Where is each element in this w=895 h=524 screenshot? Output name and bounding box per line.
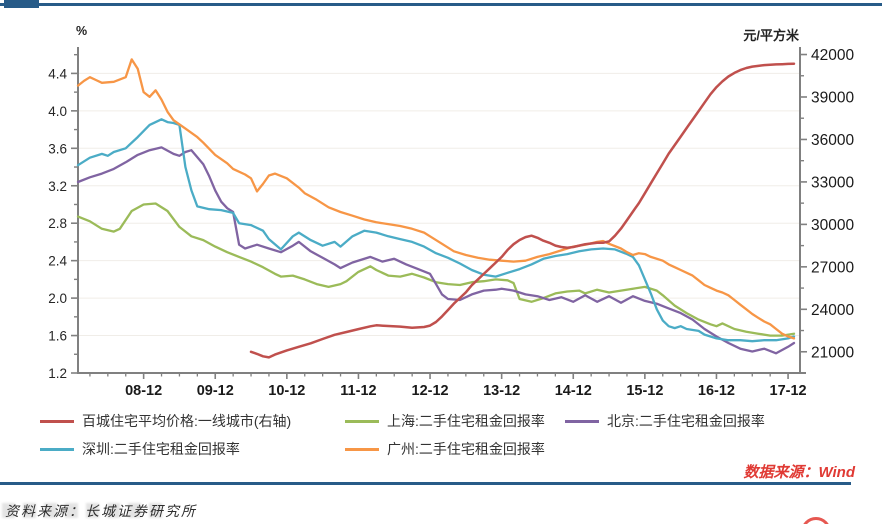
svg-text:24000: 24000 [811,302,854,319]
legend-item: 深圳:二手住宅租金回报率 [40,439,345,459]
data-source-credit: 数据来源：Wind [743,464,855,481]
svg-text:3.6: 3.6 [48,141,67,156]
left-axis-unit-label: % [76,24,88,38]
svg-text:11-12: 11-12 [340,383,376,399]
svg-text:1.6: 1.6 [48,329,67,344]
svg-text:27000: 27000 [811,259,854,276]
svg-text:13-12: 13-12 [483,383,520,399]
svg-text:1.2: 1.2 [48,366,67,381]
watermark [2,503,162,518]
svg-text:12-12: 12-12 [412,383,449,399]
legend-swatch [345,419,379,423]
bottom-separator [0,482,851,485]
legend-item-label: 北京:二手住宅租金回报率 [607,413,765,429]
legend: 百城住宅平均价格:一线城市(右轴) 上海:二手住宅租金回报率 北京:二手住宅租金回报… [40,411,870,467]
svg-text:10-12: 10-12 [268,383,305,399]
svg-text:3.2: 3.2 [48,179,67,194]
partial-logo [801,517,831,524]
svg-text:42000: 42000 [811,47,854,64]
legend-swatch [40,419,74,423]
legend-row: 百城住宅平均价格:一线城市(右轴) 上海:二手住宅租金回报率 北京:二手住宅租金回报… [40,411,870,431]
svg-text:15-12: 15-12 [626,383,663,399]
svg-text:09-12: 09-12 [197,383,234,399]
svg-text:14-12: 14-12 [555,383,592,399]
svg-text:17-12: 17-12 [770,383,807,399]
chart-svg: 4.4 4.0 3.6 3.2 2.8 2.4 2.0 1.6 1.2 42000 39000 360… [48,47,854,399]
legend-swatch [565,419,599,423]
legend-item-label: 上海:二手住宅租金回报率 [387,413,545,429]
top-rule [0,3,882,6]
svg-text:39000: 39000 [811,89,854,106]
svg-text:21000: 21000 [811,344,854,361]
series-line-4 [249,62,796,359]
chart-container: 4.4 4.0 3.6 3.2 2.8 2.4 2.0 1.6 1.2 42000 39000 360… [0,10,895,410]
svg-text:33000: 33000 [811,174,854,191]
svg-text:30000: 30000 [811,217,854,234]
svg-text:16-12: 16-12 [698,383,735,399]
svg-text:4.4: 4.4 [48,66,67,81]
series-line-2 [76,118,796,343]
series-line-1 [76,146,796,355]
series-line-0 [76,202,796,337]
legend-item: 上海:二手住宅租金回报率 [345,411,565,431]
svg-text:2.8: 2.8 [48,216,67,231]
svg-text:4.0: 4.0 [48,104,67,119]
right-axis-unit-label: 元/平方米 [743,28,799,43]
legend-item-label: 深圳:二手住宅租金回报率 [82,441,240,457]
svg-text:36000: 36000 [811,132,854,149]
legend-item-label: 百城住宅平均价格:一线城市(右轴) [82,413,292,429]
legend-item-label: 广州:二手住宅租金回报率 [387,441,545,457]
legend-row: 深圳:二手住宅租金回报率 广州:二手住宅租金回报率 [40,439,870,459]
svg-text:2.0: 2.0 [48,291,67,306]
svg-text:08-12: 08-12 [125,383,162,399]
footer-source: 资料来源：长城证券研究所 [5,505,197,520]
legend-item: 北京:二手住宅租金回报率 [565,411,870,431]
legend-swatch [40,447,74,451]
legend-item: 广州:二手住宅租金回报率 [345,439,565,459]
legend-swatch [345,447,379,451]
legend-item: 百城住宅平均价格:一线城市(右轴) [40,411,345,431]
svg-text:2.4: 2.4 [48,254,67,269]
series-line-3 [76,58,796,340]
